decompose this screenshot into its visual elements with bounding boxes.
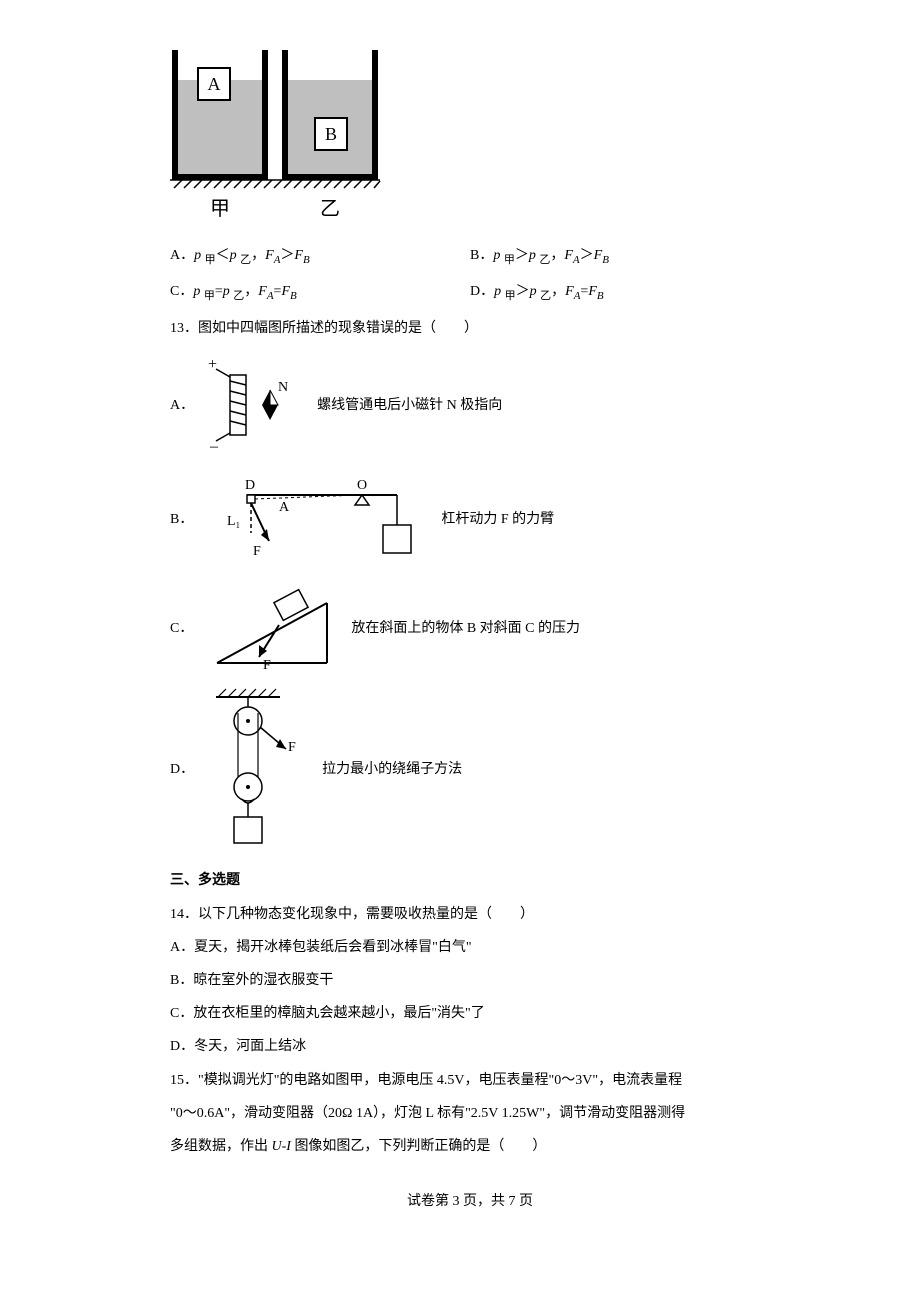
svg-text:L₁: L₁	[227, 514, 240, 529]
svg-text:N: N	[278, 380, 288, 395]
q13c-label: C．	[170, 616, 193, 641]
svg-text:D: D	[245, 478, 255, 493]
svg-text:+: +	[208, 356, 217, 373]
q15-line2: "0～0.6A"，滑动变阻器（20Ω 1A），灯泡 L 标有"2.5V 1.25…	[170, 1101, 770, 1126]
q13d-label: D．	[170, 757, 194, 782]
q15-line3: 多组数据，作出 U-I 图像如图乙，下列判断正确的是（ ）	[170, 1134, 770, 1159]
q15-line3-pre: 多组数据，作出	[170, 1139, 272, 1154]
q13b-figure: O D A L₁ F	[207, 469, 427, 569]
q13d-figure: F	[208, 687, 308, 852]
q14-b: B．晾在室外的湿衣服变干	[170, 968, 770, 993]
svg-text:A: A	[208, 74, 221, 94]
q14-d: D．冬天，河面上结冰	[170, 1034, 770, 1059]
q12-option-a: A．p 甲＜p 乙，FA＞FB	[170, 243, 470, 271]
q13b-label: B．	[170, 507, 193, 532]
opt-label: C．	[170, 284, 193, 299]
q12-svg: A B	[170, 50, 390, 225]
svg-text:乙: 乙	[320, 198, 340, 220]
section3-header: 三、多选题	[170, 868, 770, 893]
q12-option-b: B．p 甲＞p 乙，FA＞FB	[470, 243, 770, 271]
svg-text:F: F	[288, 740, 296, 755]
q13d-desc: 拉力最小的绕绳子方法	[322, 757, 462, 782]
q15-line3-post: 图像如图乙，下列判断正确的是（ ）	[291, 1139, 547, 1154]
page-footer: 试卷第 3 页，共 7 页	[170, 1189, 770, 1214]
q12-options-row2: C．p 甲=p 乙，FA=FB D．p 甲＞p 乙，FA=FB	[170, 279, 770, 307]
q13-choice-d: D． F 拉力最小的绕绳子方法	[170, 687, 770, 852]
q14-a: A．夏天，揭开冰棒包装纸后会看到冰棒冒"白气"	[170, 935, 770, 960]
svg-text:甲: 甲	[210, 198, 230, 220]
q13a-desc: 螺线管通电后小磁针 N 极指向	[317, 393, 502, 418]
q13a-figure: + – N	[208, 355, 303, 455]
svg-text:F: F	[263, 658, 271, 673]
q12-option-d: D．p 甲＞p 乙，FA=FB	[470, 279, 770, 307]
svg-text:B: B	[325, 124, 337, 144]
opt-label: B．	[470, 248, 493, 263]
q12-figure: A B	[170, 50, 770, 225]
q12-option-c: C．p 甲=p 乙，FA=FB	[170, 279, 470, 307]
svg-text:–: –	[209, 438, 219, 455]
q13-choice-c: C． F 放在斜面上的物体 B 对斜面 C 的压力	[170, 583, 770, 673]
q14-c: C．放在衣柜里的樟脑丸会越来越小，最后"消失"了	[170, 1001, 770, 1026]
q13-choice-b: B． O D A L₁ F 杠杆动力 F 的力臂	[170, 469, 770, 569]
svg-text:F: F	[253, 544, 261, 559]
svg-text:A: A	[279, 500, 290, 515]
q14-stem: 14．以下几种物态变化现象中，需要吸收热量的是（ ）	[170, 902, 770, 927]
q13c-figure: F	[207, 583, 337, 673]
q12-options-row1: A．p 甲＜p 乙，FA＞FB B．p 甲＞p 乙，FA＞FB	[170, 243, 770, 271]
q13b-desc: 杠杆动力 F 的力臂	[441, 507, 554, 532]
q13c-desc: 放在斜面上的物体 B 对斜面 C 的压力	[351, 616, 580, 641]
q13a-label: A．	[170, 393, 194, 418]
q15-line1: 15．"模拟调光灯"的电路如图甲，电源电压 4.5V，电压表量程"0～3V"，电…	[170, 1068, 770, 1093]
opt-label: A．	[170, 248, 194, 263]
opt-label: D．	[470, 284, 494, 299]
q13-stem: 13．图如中四幅图所描述的现象错误的是（ ）	[170, 316, 770, 341]
q15-ui: U-I	[272, 1139, 291, 1154]
svg-text:O: O	[357, 478, 367, 493]
q13-choice-a: A． + – N 螺线管通电后小磁针 N 极指向	[170, 355, 770, 455]
